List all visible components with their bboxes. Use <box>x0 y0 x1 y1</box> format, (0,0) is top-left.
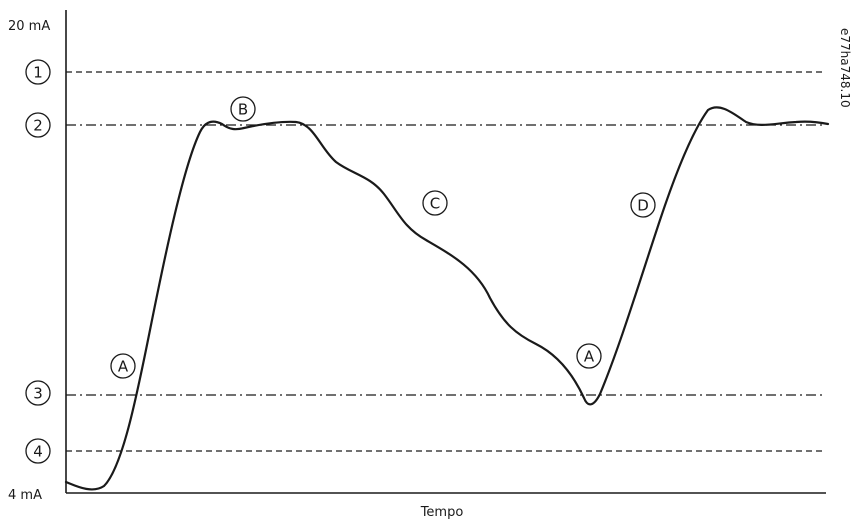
reference-marker-4-text: 4 <box>33 443 43 461</box>
phase-marker-b-text: B <box>238 101 248 119</box>
phase-marker-c: C <box>422 190 448 216</box>
phase-marker-d: D <box>630 192 656 218</box>
signal-curve <box>64 106 830 491</box>
reference-marker-3-text: 3 <box>33 385 43 403</box>
reference-marker-1-text: 1 <box>33 64 43 82</box>
phase-marker-d-text: D <box>637 197 649 215</box>
y-axis-bottom-label: 4 mA <box>8 488 42 503</box>
phase-marker-b: B <box>230 96 256 122</box>
phase-marker-c-text: C <box>430 195 440 213</box>
reference-marker-4: 4 <box>25 438 51 464</box>
x-axis-label: Tempo <box>420 505 464 520</box>
phase-marker-a-second: A <box>576 343 602 369</box>
figure-id: e77ha748.10 <box>838 28 852 108</box>
reference-marker-2-text: 2 <box>33 117 43 135</box>
y-axis-top-label: 20 mA <box>8 19 50 34</box>
reference-marker-1: 1 <box>25 59 51 85</box>
phase-marker-a-first-text: A <box>118 358 129 376</box>
reference-marker-3: 3 <box>25 380 51 406</box>
phase-marker-a-first: A <box>110 353 136 379</box>
phase-marker-a-second-text: A <box>584 348 595 366</box>
reference-marker-2: 2 <box>25 112 51 138</box>
